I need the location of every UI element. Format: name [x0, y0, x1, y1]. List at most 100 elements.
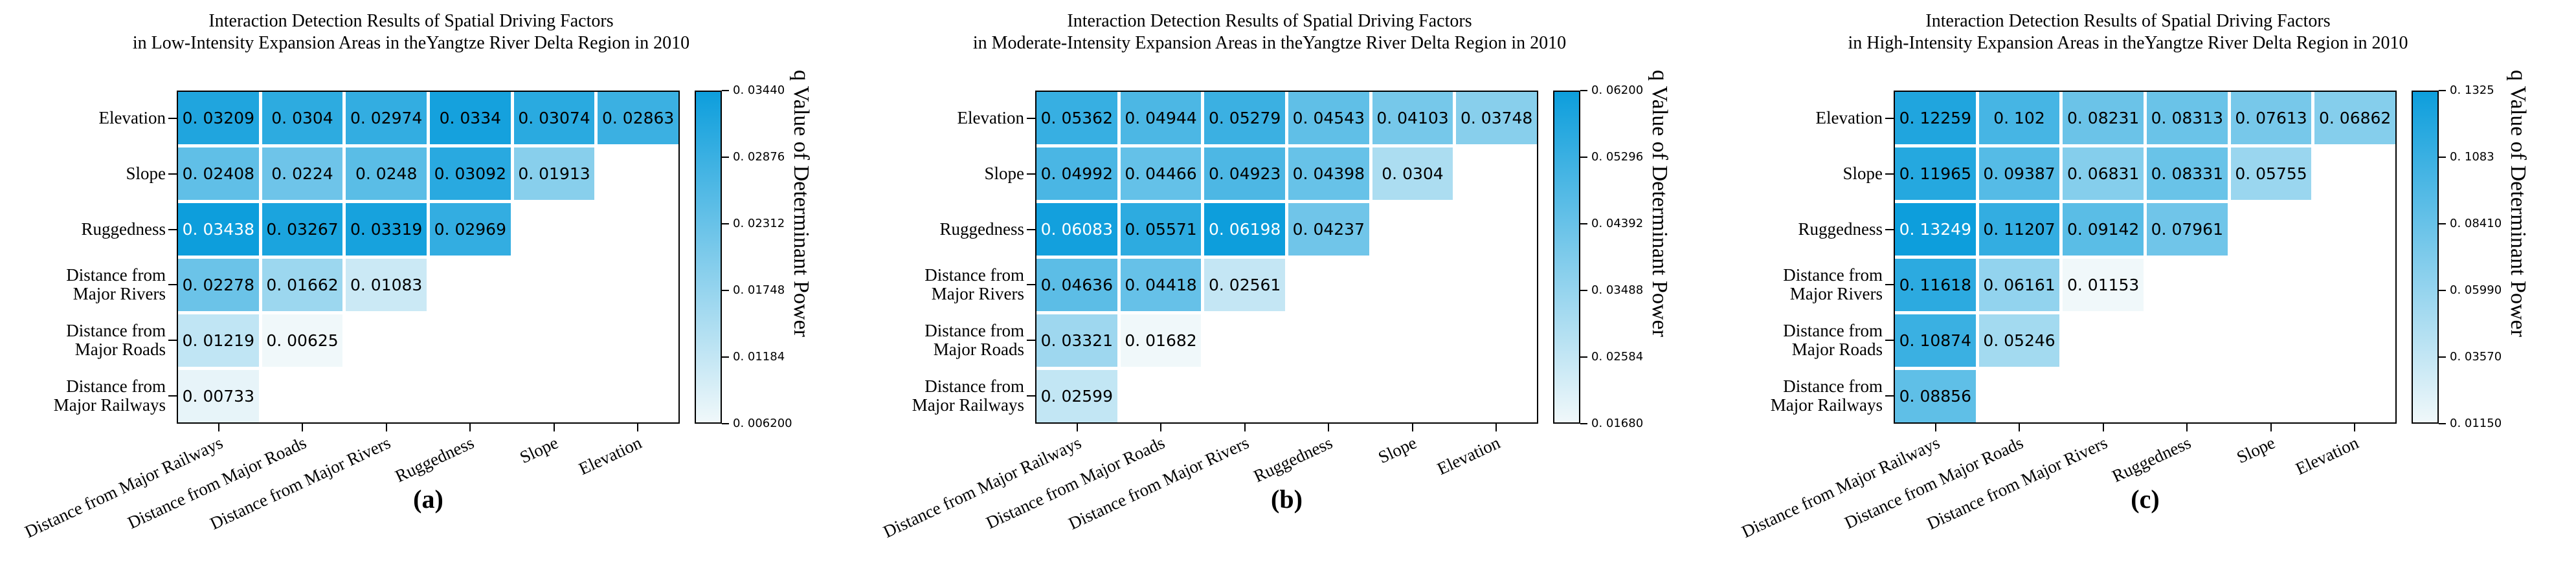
y-axis-tick — [1885, 173, 1894, 175]
colorbar-tick — [722, 157, 729, 158]
heatmap-cell: 0. 05571 — [1120, 203, 1202, 256]
x-axis-tick — [218, 424, 219, 431]
colorbar-tick — [1580, 223, 1587, 224]
heatmap-plot: 0. 03209 0. 0304 0. 02974 0. 0334 0. 03074 0.… — [177, 91, 680, 424]
colorbar-tick-label: 0. 02584 — [1591, 350, 1644, 364]
heatmap-cell: 0. 08313 — [2146, 92, 2228, 144]
y-axis-label: Distance from Major Rivers — [66, 265, 166, 304]
colorbar-tick — [1580, 356, 1587, 358]
chart-title-line1: Interaction Detection Results of Spatial… — [1925, 11, 2331, 31]
heatmap-cell: 0. 04944 — [1120, 92, 1202, 144]
colorbar-tick — [2439, 223, 2446, 224]
colorbar-tick — [2439, 423, 2446, 424]
colorbar-tick — [1580, 290, 1587, 291]
heatmap-cell: 0. 04418 — [1120, 259, 1202, 311]
x-axis-tick — [469, 424, 471, 431]
y-axis-tick — [1885, 340, 1894, 342]
heatmap-grid: 0. 12259 0. 102 0. 08231 0. 08313 0. 07613 0.… — [1895, 92, 2395, 422]
heatmap-cell: 0. 10874 — [1895, 314, 1976, 367]
heatmap-cell: 0. 06083 — [1036, 203, 1117, 256]
colorbar-tick-label: 0. 02876 — [733, 150, 785, 164]
heatmap-cell: 0. 06831 — [2063, 147, 2144, 200]
colorbar-tick — [722, 290, 729, 291]
colorbar-tick-label: 0. 02312 — [733, 217, 785, 230]
x-axis-tick — [1411, 424, 1413, 431]
heatmap-cell: 0. 01153 — [2063, 259, 2144, 311]
heatmap-cell: 0. 08231 — [2063, 92, 2144, 144]
heatmap-cell: 0. 03092 — [429, 147, 511, 200]
heatmap-cell: 0. 11618 — [1895, 259, 1976, 311]
colorbar-tick-label: 0. 06200 — [1591, 83, 1644, 97]
colorbar — [695, 91, 722, 424]
colorbar-tick — [2439, 356, 2446, 358]
colorbar-tick-label: 0. 04392 — [1591, 217, 1644, 230]
y-axis-label: Slope — [1842, 164, 1883, 184]
y-axis-label: Distance from Major Roads — [924, 321, 1024, 360]
heatmap-cell: 0. 06198 — [1204, 203, 1285, 256]
y-axis-label: Distance from Major Railways — [53, 376, 166, 415]
colorbar-tick — [2439, 157, 2446, 158]
y-axis-label: Slope — [126, 164, 166, 184]
x-axis-tick — [2270, 424, 2272, 431]
y-axis-label: Distance from Major Rivers — [1783, 265, 1883, 304]
y-axis-tick — [1027, 117, 1035, 119]
colorbar-tick-label: 0. 01184 — [733, 350, 785, 364]
heatmap-cell: 0. 08856 — [1895, 370, 1976, 422]
colorbar — [1553, 91, 1580, 424]
chart-title-line1: Interaction Detection Results of Spatial… — [1067, 11, 1472, 31]
x-axis-tick — [2102, 424, 2104, 431]
heatmap-cell: 0. 02863 — [598, 92, 678, 144]
y-axis-tick — [168, 284, 177, 286]
x-axis-tick — [1160, 424, 1162, 431]
y-axis-label: Distance from Major Roads — [1783, 321, 1883, 360]
x-axis-tick — [637, 424, 639, 431]
y-axis-label: Elevation — [98, 108, 166, 128]
y-axis-label: Elevation — [1815, 108, 1883, 128]
heatmap-cell: 0. 01083 — [346, 259, 427, 311]
heatmap-cell: 0. 07961 — [2146, 203, 2228, 256]
heatmap-cell: 0. 102 — [1978, 92, 2060, 144]
heatmap-cell: 0. 04923 — [1204, 147, 1285, 200]
x-axis-tick — [553, 424, 555, 431]
heatmap-cell: 0. 00625 — [262, 314, 343, 367]
heatmap-cell: 0. 0334 — [429, 92, 511, 144]
x-axis-tick — [1076, 424, 1078, 431]
colorbar-tick-label: 0. 03570 — [2450, 350, 2502, 364]
chart-title-line1: Interaction Detection Results of Spatial… — [208, 11, 614, 31]
colorbar-tick-label: 0. 01748 — [733, 283, 785, 297]
colorbar-tick — [2439, 90, 2446, 91]
heatmap-cell: 0. 04543 — [1288, 92, 1369, 144]
colorbar-tick-label: 0. 08410 — [2450, 217, 2502, 230]
heatmap-plot: 0. 12259 0. 102 0. 08231 0. 08313 0. 07613 0.… — [1894, 91, 2397, 424]
colorbar-tick-label: 0. 1083 — [2450, 150, 2494, 164]
y-axis-tick — [1885, 228, 1894, 230]
heatmap-cell: 0. 01682 — [1120, 314, 1202, 367]
y-axis-label: Slope — [984, 164, 1024, 184]
colorbar-axis-label: q Value of Determinant Power — [2506, 70, 2530, 337]
heatmap-cell: 0. 00733 — [178, 370, 259, 422]
colorbar-tick-label: 0. 01150 — [2450, 417, 2502, 430]
x-axis-tick — [1328, 424, 1330, 431]
x-axis-tick — [385, 424, 387, 431]
heatmap-cell: 0. 02561 — [1204, 259, 1285, 311]
heatmap-cell: 0. 03319 — [346, 203, 427, 256]
x-axis-tick — [1495, 424, 1497, 431]
heatmap-cell: 0. 07613 — [2230, 92, 2312, 144]
y-axis-tick — [1027, 173, 1035, 175]
heatmap-cell: 0. 03438 — [178, 203, 259, 256]
heatmap-cell: 0. 0304 — [1372, 147, 1453, 200]
heatmap-grid: 0. 05362 0. 04944 0. 05279 0. 04543 0. 04103… — [1036, 92, 1537, 422]
colorbar-tick-label: 0. 1325 — [2450, 83, 2494, 97]
x-axis-tick — [2186, 424, 2188, 431]
y-axis-tick — [1027, 228, 1035, 230]
colorbar-tick — [722, 90, 729, 91]
heatmap-cell: 0. 03074 — [513, 92, 595, 144]
chart-title: Interaction Detection Results of Spatial… — [1717, 10, 2539, 54]
y-axis-tick — [168, 173, 177, 175]
colorbar-axis-label: q Value of Determinant Power — [1648, 70, 1672, 337]
heatmap-cell: 0. 02278 — [178, 259, 259, 311]
heatmap-cell: 0. 03209 — [178, 92, 259, 144]
heatmap-cell: 0. 02974 — [346, 92, 427, 144]
colorbar-tick — [1580, 423, 1587, 424]
heatmap-cell: 0. 05362 — [1036, 92, 1117, 144]
